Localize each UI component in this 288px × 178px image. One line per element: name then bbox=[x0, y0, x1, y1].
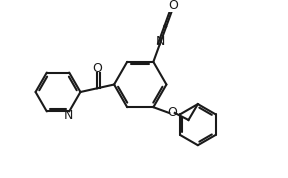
Text: N: N bbox=[64, 109, 73, 122]
Text: O: O bbox=[167, 106, 177, 119]
Text: O: O bbox=[168, 0, 178, 12]
Text: O: O bbox=[92, 62, 102, 75]
Text: N: N bbox=[156, 35, 165, 48]
